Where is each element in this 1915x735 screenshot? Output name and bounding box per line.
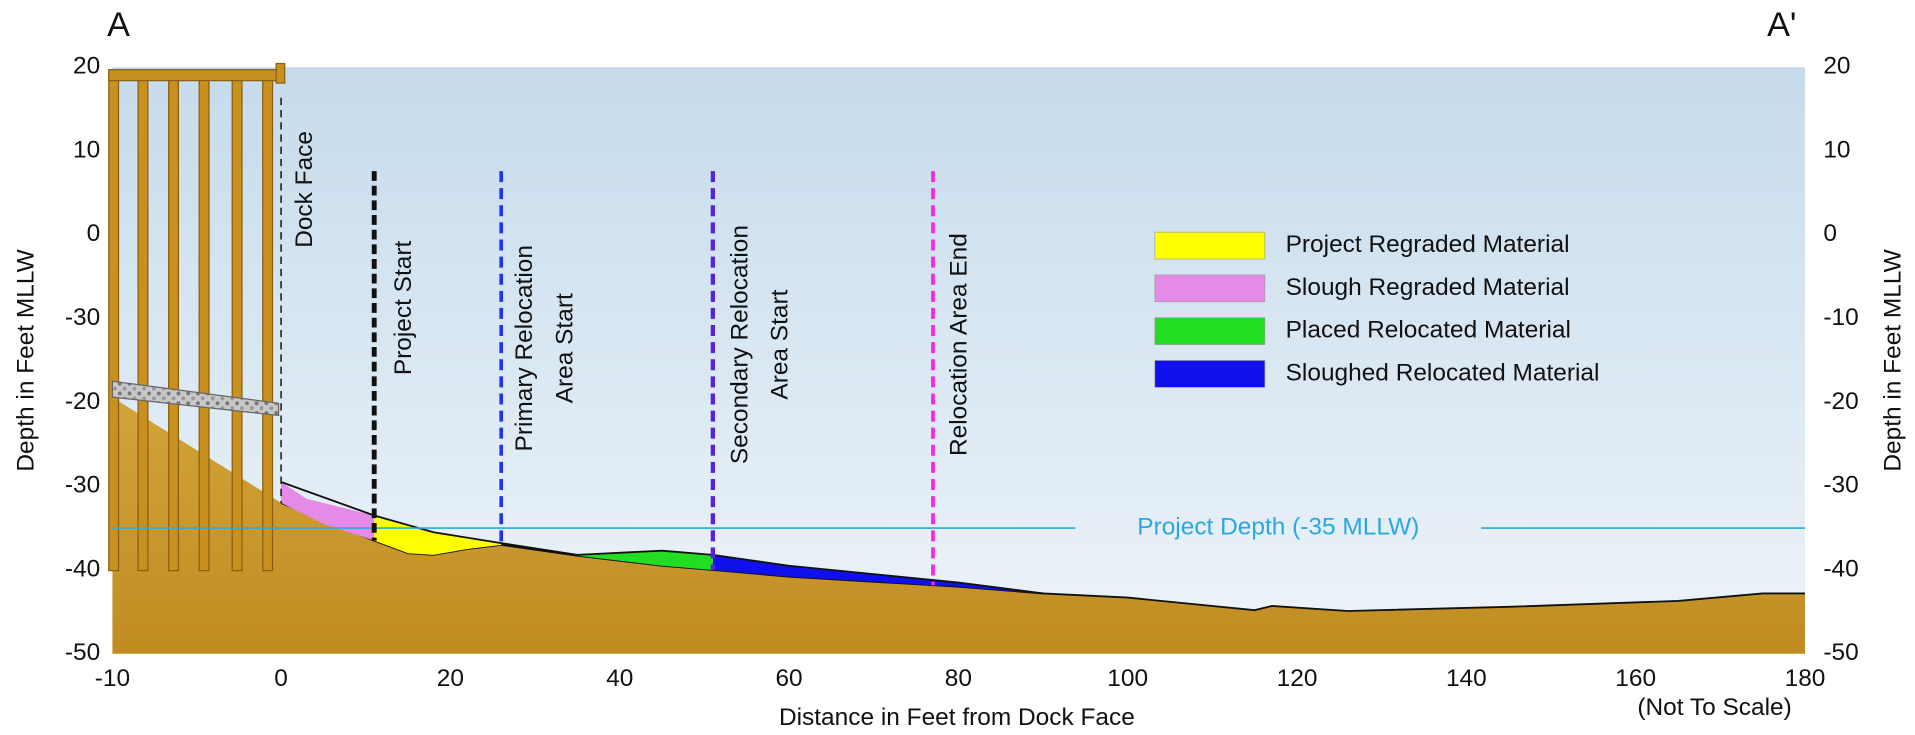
x-tick-label: 140 [1446, 665, 1487, 692]
y-tick-label: 0 [87, 220, 101, 247]
y2-tick-label: -30 [1823, 472, 1858, 499]
dock-post [275, 62, 286, 84]
x-tick-label: -10 [95, 665, 130, 692]
x-axis-label: Distance in Feet from Dock Face [779, 704, 1135, 731]
material-area [577, 550, 713, 570]
y-tick-label: -20 [65, 388, 100, 415]
marker-label: Dock Face [291, 131, 318, 248]
pile [108, 72, 120, 572]
x-tick-label: 0 [274, 665, 288, 692]
legend-swatch [1154, 317, 1266, 345]
x-tick-label: 20 [437, 665, 464, 692]
material-area [281, 481, 375, 541]
riprap [111, 380, 280, 417]
marker-label: Secondary Relocation [726, 225, 753, 464]
pile [262, 72, 274, 572]
x-tick-label: 160 [1615, 665, 1656, 692]
ground [112, 397, 1806, 654]
y-tick-label: -30 [65, 472, 100, 499]
x-note: (Not To Scale) [1637, 694, 1791, 721]
legend-label: Placed Relocated Material [1286, 317, 1571, 344]
y-tick-label: -40 [65, 555, 100, 582]
x-tick-label: 180 [1785, 665, 1826, 692]
pile [168, 72, 180, 572]
y-tick-label: -30 [65, 304, 100, 331]
legend-swatch [1154, 274, 1266, 303]
y2-axis-label: Depth in Feet MLLW [1880, 249, 1907, 471]
y-tick-label: -50 [65, 639, 100, 666]
x-tick-label: 100 [1107, 665, 1148, 692]
marker-label: Primary Relocation [511, 245, 538, 451]
y-axis-label: Depth in Feet MLLW [12, 249, 39, 471]
pile [198, 72, 210, 572]
y2-tick-label: 10 [1823, 136, 1850, 163]
y2-tick-label: -40 [1823, 555, 1858, 582]
marker-label: Project Start [390, 241, 417, 376]
marker-label: Area Start [551, 293, 578, 403]
dock-deck [108, 69, 285, 82]
y-tick-label: 20 [73, 53, 100, 80]
legend-swatch [1154, 360, 1266, 388]
x-tick-label: 80 [945, 665, 972, 692]
y2-tick-label: 0 [1823, 220, 1837, 247]
x-tick-label: 120 [1277, 665, 1318, 692]
project-depth-label: Project Depth (-35 MLLW) [1137, 514, 1419, 541]
marker-label: Relocation Area End [945, 233, 972, 456]
pile [231, 72, 243, 572]
section-label: A' [1767, 6, 1796, 44]
legend-label: Sloughed Relocated Material [1286, 359, 1600, 386]
dock-structure [108, 62, 286, 572]
legend-swatch [1154, 231, 1266, 260]
y-tick-label: 10 [73, 136, 100, 163]
material-area [712, 554, 1044, 594]
original-surface [280, 481, 1044, 595]
legend-label: Slough Regraded Material [1286, 274, 1570, 301]
legend-label: Project Regraded Material [1286, 231, 1570, 258]
x-tick-label: 40 [606, 665, 633, 692]
y2-tick-label: -10 [1823, 304, 1858, 331]
y2-tick-label: -50 [1823, 639, 1858, 666]
marker-label: Area Start [767, 289, 794, 399]
x-tick-label: 60 [775, 665, 802, 692]
section-label: A [107, 6, 130, 44]
y2-tick-label: -20 [1823, 388, 1858, 415]
pile [137, 72, 149, 572]
y2-tick-label: 20 [1823, 53, 1850, 80]
